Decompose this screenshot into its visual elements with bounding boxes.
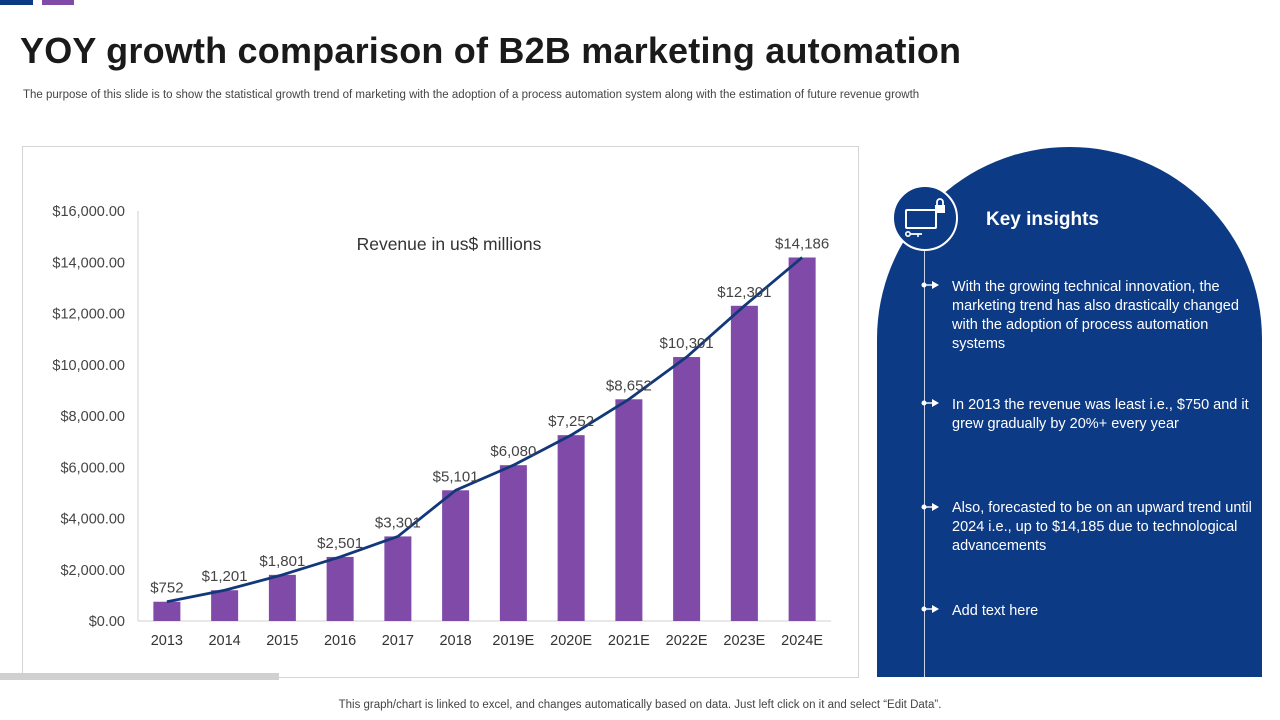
bar: [211, 590, 239, 621]
x-tick-label: 2023E: [723, 633, 765, 649]
data-label: $5,101: [433, 468, 479, 485]
insight-item-2: In 2013 the revenue was least i.e., $750…: [952, 397, 1249, 432]
bar: [730, 305, 758, 621]
bar: [384, 536, 412, 621]
bar: [557, 435, 585, 621]
bar: [615, 399, 643, 621]
data-label: $752: [150, 580, 183, 597]
insight-item-4: Add text here: [952, 603, 1039, 619]
x-tick-label: 2021E: [608, 633, 650, 649]
trend-line: [166, 256, 804, 604]
x-tick-label: 2020E: [550, 633, 592, 649]
page-title: YOY growth comparison of B2B marketing a…: [20, 30, 962, 71]
x-tick-label: 2018: [439, 633, 471, 649]
x-tick-label: 2017: [382, 633, 414, 649]
data-label: $1,801: [259, 553, 305, 570]
data-label: $1,201: [202, 568, 248, 585]
bar: [268, 574, 296, 621]
y-tick-label: $0.00: [89, 614, 125, 630]
lock-key-icon: [892, 185, 958, 251]
x-tick-label: 2024E: [781, 633, 823, 649]
insights-timeline: [924, 251, 925, 677]
revenue-chart[interactable]: $0.00 $2,000.00 $4,000.00 $6,000.00 $8,000.0…: [22, 146, 859, 678]
horizontal-scrollbar[interactable]: [0, 673, 279, 680]
y-tick-label: $4,000.00: [60, 512, 125, 528]
chart-title: Revenue in us$ millions: [357, 234, 542, 254]
data-label: $3,301: [375, 514, 421, 531]
arrow-bullet-icon: [921, 605, 939, 613]
data-label: $14,186: [775, 235, 829, 252]
arrow-bullet-icon: [921, 503, 939, 511]
data-label: $6,080: [490, 443, 536, 460]
top-accent-purple: [42, 0, 74, 5]
page-subtitle: The purpose of this slide is to show the…: [23, 89, 920, 101]
x-tick-label: 2014: [208, 633, 240, 649]
arrow-bullet-icon: [921, 281, 939, 289]
top-accent-blue: [0, 0, 33, 5]
bar: [326, 556, 354, 621]
arrow-bullet-icon: [921, 399, 939, 407]
bar: [673, 357, 701, 621]
bar: [499, 465, 527, 621]
y-tick-label: $12,000.00: [52, 307, 125, 323]
bar: [153, 601, 181, 621]
key-insights-title: Key insights: [986, 209, 1099, 230]
insight-item-1: With the growing technical innovation, t…: [952, 279, 1239, 352]
y-tick-label: $8,000.00: [60, 409, 125, 425]
y-tick-label: $10,000.00: [52, 358, 125, 374]
x-tick-label: 2019E: [492, 633, 534, 649]
data-label: $12,301: [717, 284, 771, 301]
chart-canvas: $0.00 $2,000.00 $4,000.00 $6,000.00 $8,000.0…: [52, 204, 831, 649]
data-label: $8,652: [606, 377, 652, 394]
bar: [442, 490, 470, 621]
x-tick-label: 2015: [266, 633, 298, 649]
footer-note: This graph/chart is linked to excel, and…: [338, 699, 942, 711]
y-tick-label: $2,000.00: [60, 563, 125, 579]
y-tick-label: $6,000.00: [60, 460, 125, 476]
insight-item-3: Also, forecasted to be on an upward tren…: [952, 500, 1252, 554]
y-tick-label: $14,000.00: [52, 255, 125, 271]
data-label: $10,301: [660, 335, 714, 352]
x-tick-label: 2016: [324, 633, 356, 649]
x-tick-label: 2013: [151, 633, 183, 649]
bar: [788, 257, 816, 621]
x-tick-label: 2022E: [666, 633, 708, 649]
data-label: $2,501: [317, 535, 363, 552]
data-label: $7,252: [548, 413, 594, 430]
y-tick-label: $16,000.00: [52, 204, 125, 220]
